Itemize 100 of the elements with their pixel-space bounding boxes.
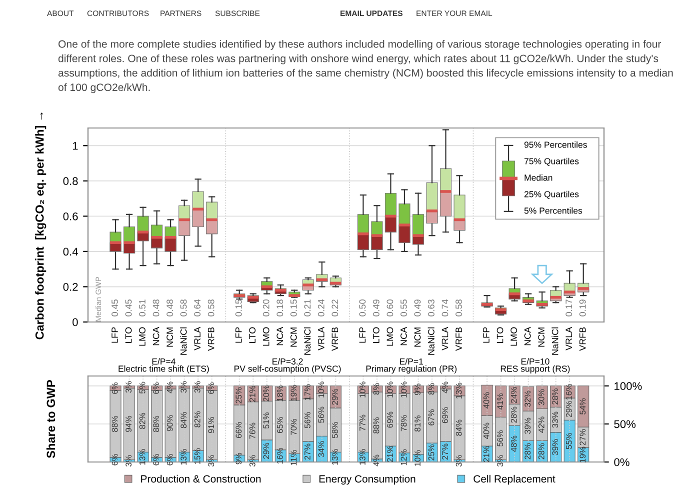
data-label: 13% <box>360 449 366 465</box>
data-label: 13% <box>180 449 187 465</box>
data-label: 10% <box>400 382 407 398</box>
y-tick-label: 100% <box>614 382 642 390</box>
y-tick-label: 0.8 <box>63 177 78 186</box>
data-label: 40% <box>483 422 490 439</box>
data-label: 56% <box>318 406 324 423</box>
text: E/P=1 Primary regulation (PR) <box>366 358 457 374</box>
text: 0.45 <box>125 300 132 316</box>
x-tick-label: LTO <box>249 327 256 343</box>
data-label: 6% <box>153 454 160 466</box>
data-label: 40% <box>483 392 490 408</box>
y-tick-label: 0 <box>72 318 78 326</box>
data-label: 16% <box>276 448 283 464</box>
x-tick-label: LMO <box>510 327 517 346</box>
data-label: 34% <box>318 441 324 458</box>
data-label: 70% <box>290 418 297 435</box>
data-label: 28% <box>538 443 544 460</box>
data-label: 20% <box>263 385 270 402</box>
y-tick-label: 0.2 <box>63 282 78 291</box>
data-label: 88% <box>153 416 160 432</box>
y-tick-label: 0% <box>614 458 630 466</box>
text: 0.21 <box>304 300 311 316</box>
x-tick-label: LMO <box>139 327 146 346</box>
data-label: 15% <box>194 448 200 464</box>
text: 0.22 <box>332 300 338 316</box>
data-label: 27% <box>580 429 586 446</box>
data-label: 82% <box>194 411 200 428</box>
data-label: 28% <box>510 406 517 423</box>
x-tick-label: LTO <box>125 327 132 343</box>
y-axis-title: Carbon footprint [kgCO₂ eq. per kWh] → <box>35 112 46 340</box>
x-tick-label: VRLA <box>194 326 200 350</box>
text: 0.50 <box>359 299 366 316</box>
data-label: 25% <box>428 444 434 460</box>
data-label: 81% <box>414 416 420 432</box>
data-label: 56% <box>497 430 504 446</box>
data-label: 6% <box>166 454 173 466</box>
text: 0.17 <box>566 300 572 316</box>
x-tick-label: LMO <box>262 327 270 346</box>
data-label: 5% <box>139 382 146 394</box>
data-label: 30% <box>538 389 544 406</box>
text: 0.58 <box>180 300 187 316</box>
data-label: 13% <box>332 449 338 465</box>
legend-label: Production & Construction <box>141 474 261 483</box>
x-tick-label: NCA <box>152 326 160 346</box>
x-tick-label: VRLA <box>318 326 324 350</box>
data-label: 10% <box>360 382 366 398</box>
data-label: 16% <box>566 384 572 400</box>
data-label: 67% <box>428 409 434 426</box>
annotation: 25% Quartiles <box>524 190 579 199</box>
data-label: 77% <box>360 414 366 431</box>
x-tick-label: NaNiCl <box>552 327 558 355</box>
x-tick-label: VRFB <box>456 327 462 351</box>
data-label: 27% <box>304 444 310 460</box>
data-label: 19% <box>580 446 586 462</box>
x-tick-label: NaNiCl <box>180 327 187 355</box>
y-tick-label: 1 <box>72 142 78 150</box>
data-label: 39% <box>524 418 531 434</box>
text: 0.58 <box>456 300 462 316</box>
x-tick-label: NCA <box>524 326 531 346</box>
text: 0.49 <box>414 300 421 316</box>
x-tick-label: NCM <box>166 328 173 347</box>
text: 0.74 <box>442 299 448 316</box>
text: 0.15 <box>290 300 297 316</box>
data-label: 54% <box>580 398 586 414</box>
data-label: 3% <box>126 381 132 393</box>
data-label: 3% <box>126 455 132 467</box>
data-label: 82% <box>139 412 146 429</box>
text: 0.20 <box>262 299 270 316</box>
text: E/P=3.2 PV self-cosumption (PVSC) <box>234 358 341 374</box>
text: 0.58 <box>208 300 214 316</box>
x-tick-label: LTO <box>496 327 504 343</box>
data-label: 32% <box>524 390 531 407</box>
data-label: 3% <box>194 381 200 393</box>
data-label: 56% <box>304 412 310 428</box>
text: 0.45 <box>112 300 118 316</box>
data-label: 69% <box>387 412 393 428</box>
data-label: 10% <box>318 382 324 398</box>
data-label: 3% <box>208 455 214 467</box>
data-label: 21% <box>387 446 393 462</box>
data-label: 88% <box>373 417 380 434</box>
data-label: 25% <box>236 387 242 404</box>
data-label: 8% <box>428 383 434 395</box>
data-label: 88% <box>112 416 118 432</box>
x-tick-label: VRFB <box>579 327 586 351</box>
data-label: 10% <box>414 450 420 466</box>
y-tick-label: 0.4 <box>63 248 78 256</box>
x-tick-label: LMO <box>386 327 394 346</box>
x-tick-label: LFP <box>112 327 118 343</box>
text: 0.55 <box>400 300 407 316</box>
data-label: 84% <box>180 412 187 428</box>
data-label: 3% <box>180 381 187 393</box>
data-label: 29% <box>263 442 270 459</box>
text: 0.63 <box>428 300 434 316</box>
data-label: 29% <box>332 388 338 405</box>
text: 0.15 <box>235 300 242 316</box>
data-label: 28% <box>552 388 558 404</box>
text: One of the more complete studies identified by these authors included modelling of various storage technologies operating in four different roles. One of these roles was partnering with onshore wind energy, which rates about 11 gCO2e/kWh. Under the study's assumptions, the addition of lithium ion batteries of the same chemistry (NCM) boosted this lifecycle emissions intensity to a median of 100 gCO2e/kWh. <box>58 40 673 94</box>
x-tick-label: LTO <box>372 327 380 343</box>
data-label: 55% <box>566 433 572 450</box>
